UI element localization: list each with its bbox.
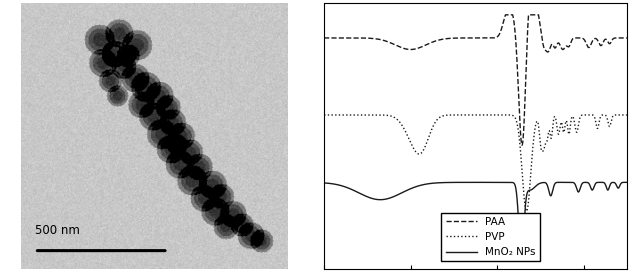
PAA <box>373 37 381 41</box>
PVP <box>523 210 530 213</box>
PVP <box>373 113 381 117</box>
Line: MnO₂ NPs: MnO₂ NPs <box>324 182 627 257</box>
MnO₂ NPs <box>373 198 381 201</box>
Legend: PAA, PVP, MnO₂ NPs: PAA, PVP, MnO₂ NPs <box>442 213 540 261</box>
PAA <box>437 38 444 41</box>
PVP <box>617 113 625 117</box>
MnO₂ NPs <box>585 181 592 185</box>
PVP <box>623 113 630 117</box>
MnO₂ NPs <box>623 181 630 184</box>
PAA <box>320 36 328 39</box>
MnO₂ NPs <box>355 191 362 194</box>
PAA <box>355 36 362 40</box>
PAA <box>585 46 592 49</box>
PAA <box>617 36 625 39</box>
Text: 500 nm: 500 nm <box>35 224 79 237</box>
Line: PAA: PAA <box>324 15 627 145</box>
MnO₂ NPs <box>617 182 625 185</box>
PVP <box>450 113 457 117</box>
MnO₂ NPs <box>450 181 457 184</box>
MnO₂ NPs <box>437 181 444 184</box>
Line: PVP: PVP <box>324 115 627 211</box>
MnO₂ NPs <box>518 255 525 259</box>
MnO₂ NPs <box>320 181 328 184</box>
PVP <box>320 113 328 117</box>
MnO₂ NPs <box>561 181 569 184</box>
PAA <box>518 144 526 147</box>
PAA <box>501 13 509 17</box>
PAA <box>623 36 630 39</box>
PVP <box>355 113 362 117</box>
PVP <box>437 115 444 119</box>
PVP <box>585 113 592 117</box>
PAA <box>450 36 457 40</box>
